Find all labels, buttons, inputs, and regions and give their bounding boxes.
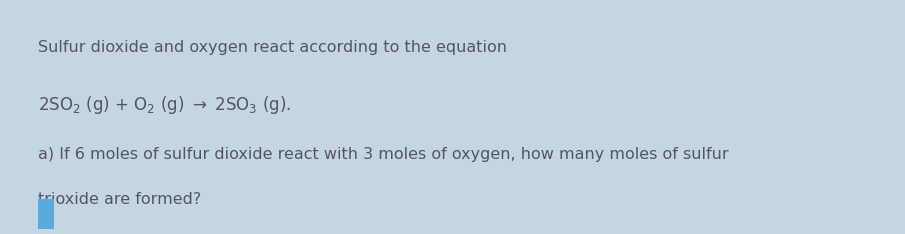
Text: a) If 6 moles of sulfur dioxide react with 3 moles of oxygen, how many moles of : a) If 6 moles of sulfur dioxide react wi… bbox=[38, 147, 729, 162]
Text: $\mathdefault{2SO_2}$ (g) + $\mathdefault{O_2}$ (g) $\rightarrow$ $\mathdefault{: $\mathdefault{2SO_2}$ (g) + $\mathdefaul… bbox=[38, 94, 291, 116]
Text: trioxide are formed?: trioxide are formed? bbox=[38, 192, 201, 207]
Text: Sulfur dioxide and oxygen react according to the equation: Sulfur dioxide and oxygen react accordin… bbox=[38, 40, 507, 55]
FancyBboxPatch shape bbox=[38, 199, 54, 229]
